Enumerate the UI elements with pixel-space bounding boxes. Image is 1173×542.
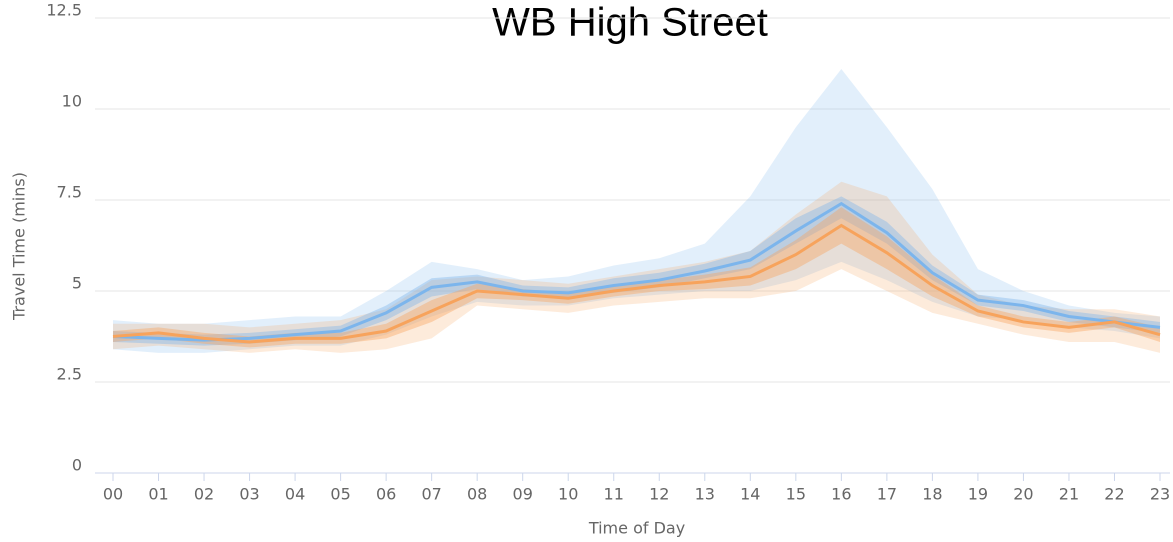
band bbox=[113, 181, 1160, 353]
y-tick-label: 2.5 bbox=[57, 365, 82, 384]
x-tick-label: 02 bbox=[194, 485, 214, 504]
x-tick-label: 12 bbox=[649, 485, 669, 504]
x-tick-label: 21 bbox=[1059, 485, 1079, 504]
x-tick-label: 05 bbox=[330, 485, 350, 504]
x-tick-label: 17 bbox=[877, 485, 897, 504]
x-tick-label: 14 bbox=[740, 485, 760, 504]
y-tick-label: 12.5 bbox=[46, 1, 82, 20]
x-tick-label: 00 bbox=[103, 485, 123, 504]
x-tick-label: 13 bbox=[695, 485, 715, 504]
chart-title: WB High Street bbox=[492, 1, 768, 45]
x-tick-label: 16 bbox=[831, 485, 851, 504]
x-tick-label: 15 bbox=[786, 485, 806, 504]
y-tick-label: 0 bbox=[72, 456, 82, 475]
x-tick-label: 11 bbox=[604, 485, 624, 504]
x-tick-label: 10 bbox=[558, 485, 578, 504]
x-tick-label: 09 bbox=[513, 485, 533, 504]
x-axis-title: Time of Day bbox=[588, 519, 685, 538]
x-tick-label: 04 bbox=[285, 485, 305, 504]
x-tick-label: 03 bbox=[239, 485, 259, 504]
y-tick-label: 10 bbox=[62, 92, 82, 111]
x-tick-label: 20 bbox=[1013, 485, 1033, 504]
band bbox=[113, 196, 1160, 346]
line bbox=[112, 201, 1161, 342]
x-tick-label: 08 bbox=[467, 485, 487, 504]
band bbox=[113, 68, 1160, 353]
x-tick-label: 18 bbox=[922, 485, 942, 504]
x-tick-label: 19 bbox=[968, 485, 988, 504]
x-tick-label: 07 bbox=[421, 485, 441, 504]
y-tick-label: 7.5 bbox=[57, 183, 82, 202]
x-tick-label: 01 bbox=[148, 485, 168, 504]
x-tick-label: 22 bbox=[1104, 485, 1124, 504]
x-tick-label: 23 bbox=[1150, 485, 1170, 504]
x-tick-label: 06 bbox=[376, 485, 396, 504]
y-tick-label: 5 bbox=[72, 274, 82, 293]
line bbox=[112, 223, 1161, 344]
y-axis-title: Travel Time (mins) bbox=[10, 172, 29, 321]
